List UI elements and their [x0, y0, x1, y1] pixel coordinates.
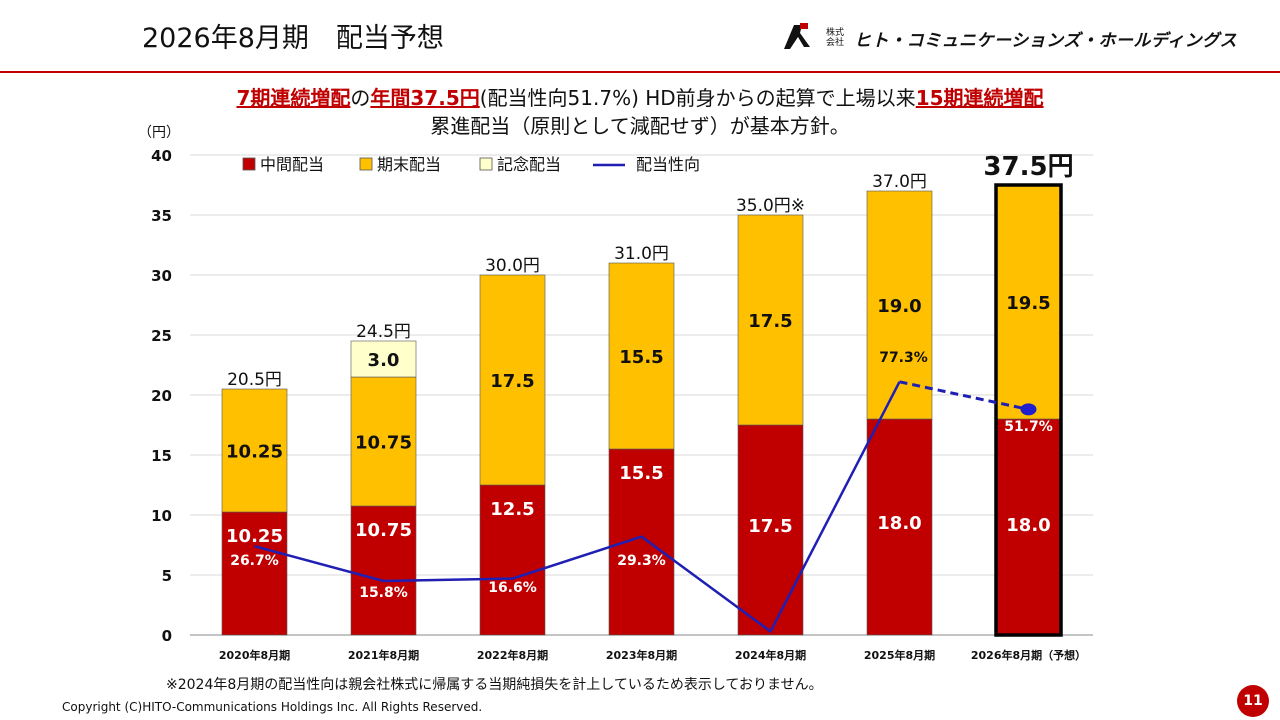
- bar-value-label: 19.5: [1006, 293, 1050, 314]
- company-name: ヒト・コミュニケーションズ・ホールディングス: [854, 30, 1238, 51]
- payout-ratio-label: 26.7%: [230, 553, 279, 569]
- bar-total-label: 20.5円: [227, 370, 282, 390]
- legend-swatch: [359, 157, 373, 171]
- payout-ratio-forecast-point: [1020, 403, 1037, 416]
- copyright: Copyright (C)HITO-Communications Holding…: [62, 700, 483, 714]
- bar-segment-commemorative: [350, 340, 417, 378]
- bar-segment-year-end: [866, 190, 933, 420]
- bar-segment-year-end: [221, 388, 288, 513]
- forecast-bar-outline: [994, 183, 1063, 637]
- headline-line1: 7期連続増配の年間37.5円(配当性向51.7%) HD前身からの起算で上場以来…: [0, 82, 1280, 111]
- bar-segment-year-end: [995, 184, 1062, 420]
- x-category-label: 2021年8月期: [348, 648, 419, 662]
- x-category-label: 2023年8月期: [606, 648, 677, 662]
- bar-value-label: 17.5: [490, 371, 534, 392]
- headline-text-2: (配当性向51.7%) HD前身からの起算で上場以来: [479, 86, 916, 110]
- bar-value-label: 15.5: [619, 347, 663, 368]
- payout-ratio-line: [254, 381, 901, 634]
- bar-value-label: 10.75: [355, 520, 412, 541]
- bar-segment-interim: [221, 511, 288, 636]
- legend-swatch: [479, 157, 493, 171]
- y-tick-label: 5: [162, 567, 172, 585]
- page-number: 11: [1237, 685, 1269, 717]
- bar-total-label: 30.0円: [485, 256, 540, 276]
- legend-label: 配当性向: [636, 155, 700, 174]
- headline-highlight-1: 7期連続増配: [236, 86, 351, 110]
- bar-value-label: 17.5: [748, 516, 792, 537]
- bar-value-label: 10.25: [226, 442, 283, 463]
- legend-swatch: [242, 157, 256, 171]
- headline-text-1: の: [350, 86, 371, 110]
- headline-highlight-2: 年間37.5円: [370, 86, 480, 110]
- bar-value-label: 19.0: [877, 296, 921, 317]
- payout-ratio-forecast-line: [899, 380, 1029, 411]
- headline-highlight-3: 15期連続増配: [915, 86, 1044, 110]
- company-prefix: 株式会社: [826, 28, 845, 48]
- y-tick-label: 35: [151, 207, 172, 225]
- bar-segment-interim: [350, 505, 417, 636]
- y-tick-label: 30: [151, 267, 172, 285]
- y-tick-label: 40: [151, 147, 172, 165]
- legend-label: 期末配当: [377, 155, 441, 174]
- y-tick-label: 25: [151, 327, 172, 345]
- y-tick-label: 20: [151, 387, 172, 405]
- bar-value-label: 12.5: [490, 499, 534, 520]
- logo-mark-icon: [780, 21, 820, 55]
- payout-ratio-label: 29.3%: [617, 553, 666, 569]
- company-logo: 株式会社 ヒト・コミュニケーションズ・ホールディングス: [780, 20, 1237, 56]
- footnote: ※2024年8月期の配当性向は親会社株式に帰属する当期純損失を計上しているため表…: [166, 677, 823, 693]
- bar-segment-interim: [866, 418, 933, 636]
- y-tick-label: 15: [151, 447, 172, 465]
- y-tick-label: 0: [162, 627, 172, 645]
- payout-ratio-label: 15.8%: [359, 585, 408, 601]
- page-title: 2026年8月期 配当予想: [142, 23, 444, 54]
- x-category-label: 2020年8月期: [219, 648, 290, 662]
- bar-segment-year-end: [737, 214, 804, 426]
- title-divider: [0, 71, 1280, 73]
- bar-segment-year-end: [608, 262, 675, 450]
- legend-label: 記念配当: [497, 155, 561, 174]
- bar-value-label: 10.25: [226, 526, 283, 547]
- y-unit-label: （円）: [138, 125, 180, 141]
- y-tick-label: 10: [151, 507, 172, 525]
- x-category-label: 2024年8月期: [735, 648, 806, 662]
- x-category-label: 2025年8月期: [864, 648, 935, 662]
- bar-value-label: 17.5: [748, 311, 792, 332]
- bar-value-label: 18.0: [1006, 515, 1050, 536]
- bar-total-label: 37.0円: [872, 172, 927, 192]
- bar-value-label: 15.5: [619, 463, 663, 484]
- bar-segment-year-end: [350, 376, 417, 507]
- x-category-label: 2026年8月期（予想）: [971, 648, 1086, 662]
- payout-ratio-label: 16.6%: [488, 580, 537, 596]
- bar-value-label: 10.75: [355, 433, 412, 454]
- bar-segment-interim: [737, 424, 804, 636]
- bar-total-label: 24.5円: [356, 322, 411, 342]
- bar-total-label: 37.5円: [983, 152, 1073, 182]
- headline-line2: 累進配当（原則として減配せず）が基本方針。: [430, 114, 850, 138]
- x-category-label: 2022年8月期: [477, 648, 548, 662]
- bar-value-label: 3.0: [368, 350, 400, 371]
- legend-label: 中間配当: [260, 155, 324, 174]
- bar-segment-interim: [479, 484, 546, 636]
- bar-value-label: 18.0: [877, 513, 921, 534]
- bar-segment-interim: [608, 448, 675, 636]
- bar-total-label: 31.0円: [614, 244, 669, 264]
- bar-segment-interim: [995, 418, 1062, 636]
- bar-total-label: 35.0円※: [736, 196, 805, 216]
- bar-segment-year-end: [479, 274, 546, 486]
- payout-ratio-label: 77.3%: [879, 350, 928, 366]
- payout-ratio-label: 51.7%: [1004, 419, 1053, 435]
